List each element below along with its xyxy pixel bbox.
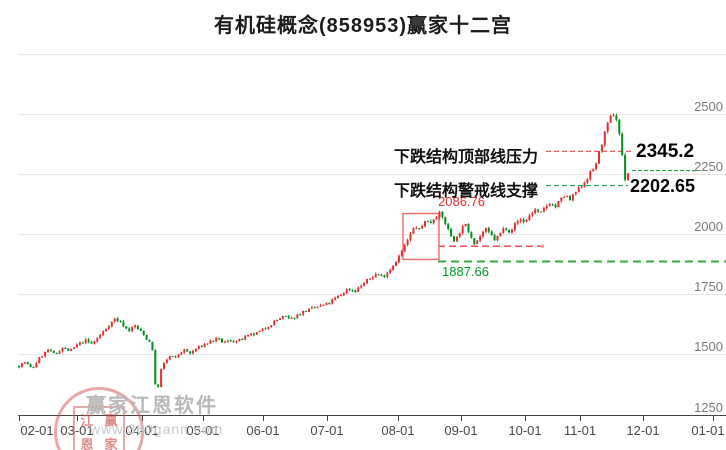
watermark-url: www.360gann.com <box>90 421 224 437</box>
candles <box>18 113 629 388</box>
box-bottom-price-label: 1887.66 <box>442 264 489 279</box>
x-axis-tick-label: 11-01 <box>564 423 596 438</box>
x-axis-tick-label: 09-01 <box>444 423 477 438</box>
y-axis-tick-label: 1750 <box>694 279 723 294</box>
y-axis-tick-label: 2500 <box>694 99 723 114</box>
y-axis-tick-label: 2000 <box>694 219 723 234</box>
x-axis-tick-label: 05-01 <box>186 423 219 438</box>
support-line-value: 2202.65 <box>630 176 696 196</box>
seal-char: 家 <box>104 436 118 450</box>
pressure-line-value: 2345.2 <box>636 141 695 162</box>
support-line-label: 下跌结构警戒线支撑 <box>393 183 538 200</box>
structure-box <box>402 212 440 261</box>
x-axis-tick-label: 06-01 <box>246 423 279 438</box>
x-axis-tick-label: 07-01 <box>310 423 343 438</box>
seal-char: 江 <box>80 412 94 428</box>
watermark-brand: 赢家江恩软件 <box>86 395 218 417</box>
y-axis-tick-label: 1500 <box>694 339 723 354</box>
seal-char: 恩 <box>80 436 94 450</box>
x-axis-tick-label: 10-01 <box>508 423 541 438</box>
seal-char: 赢 <box>104 412 118 428</box>
gridlines <box>18 54 726 355</box>
x-axis-tick-label: 02-01 <box>20 423 53 438</box>
pressure-line-label: 下跌结构顶部线压力 <box>393 149 538 166</box>
x-axis-tick-label: 12-01 <box>626 423 659 438</box>
x-axis: 02-01 03-01 04-01 05-01 06-01 07-01 08-01 09-01… <box>18 415 726 438</box>
watermark-seal-characters: 江 赢 恩 家 <box>73 406 125 450</box>
y-axis-tick-label: 1250 <box>694 400 723 415</box>
y-axis-tick-label: 2250 <box>694 159 723 174</box>
chart-title: 有机硅概念(858953)赢家十二宫 <box>213 15 513 37</box>
y-axis-labels: 2500 2250 2000 1750 1500 1250 <box>694 99 723 415</box>
x-axis-tick-label: 08-01 <box>381 423 414 438</box>
structure-lines <box>438 150 726 263</box>
box-top-price-label: 2086.76 <box>438 194 485 209</box>
x-axis-tick-label: 01-01 <box>691 423 724 438</box>
